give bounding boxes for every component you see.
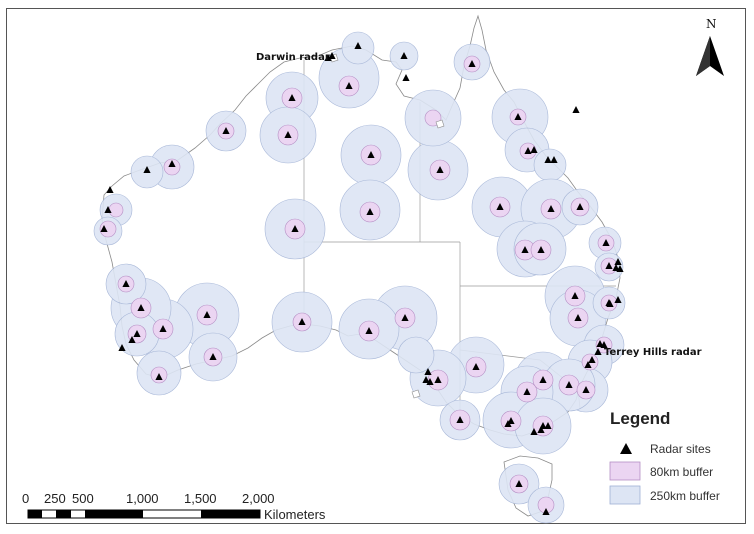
radar-site-marker [209,353,217,360]
radar-site-marker [571,292,579,299]
radar-site-marker [137,304,145,311]
radar-site-marker [159,325,167,332]
radar-site-marker [584,361,592,368]
radar-site-marker [422,376,430,383]
radar-sites-layer [100,42,624,515]
radar-site-marker [155,373,163,380]
radar-site-marker [565,381,573,388]
radar-site-marker [426,378,434,385]
islands [329,53,445,399]
legend-item-radar-sites: Radar sites [650,442,711,456]
radar-site-marker [544,422,552,429]
radar-site-marker [345,82,353,89]
radar-site-marker [537,426,545,433]
radar-site-marker [222,127,230,134]
map-frame [6,8,746,524]
radar-site-marker [367,151,375,158]
radar-site-marker [456,416,464,423]
radar-site-marker [324,54,332,61]
terrey-hills-radar-label: Terrey Hills radar [604,347,702,358]
legend: Legend Radar sites 80km buffer 250km buf… [609,409,720,505]
radar-site-marker [504,420,512,427]
legend-title: Legend [610,409,670,428]
radar-site-marker [539,376,547,383]
radar-site-marker [544,156,552,163]
radar-site-marker [530,146,538,153]
radar-site-marker [436,166,444,173]
radar-site-marker [328,52,336,59]
scale-unit-label: Kilometers [264,507,326,522]
radar-site-marker [594,348,602,355]
radar-site-marker [288,94,296,101]
radar-site-marker [530,428,538,435]
radar-site-marker [401,314,409,321]
radar-site-marker [366,208,374,215]
radar-site-marker [118,344,126,351]
radar-site-marker [514,113,522,120]
scale-tick-2000: 2,000 [242,491,275,506]
radar-site-marker [298,318,306,325]
radar-site-marker [354,42,362,49]
darwin-radar-label: Darwin radar [256,52,330,63]
legend-item-250km-buffer: 250km buffer [650,489,720,503]
radar-site-marker [521,246,529,253]
scale-tick-250: 250 [44,491,66,506]
scale-tick-500: 500 [72,491,94,506]
buffer-250km-swatch [609,485,641,505]
north-arrow-letter: N [706,17,717,31]
radar-site-marker [203,311,211,318]
legend-item-80km-buffer: 80km buffer [650,465,713,479]
radar-site-marker [523,388,531,395]
radar-site-marker [537,246,545,253]
radar-site-marker [602,239,610,246]
radar-site-marker [365,327,373,334]
radar-site-marker [572,106,580,113]
radar-site-marker [588,356,596,363]
radar-site-marker [574,314,582,321]
radar-site-marker [468,60,476,67]
radar-site-marker [122,280,130,287]
radar-site-marker [143,166,151,173]
radar-site-marker [284,131,292,138]
radar-site-legend-icon [620,443,632,454]
radar-site-marker [515,480,523,487]
radar-site-marker [614,296,622,303]
radar-site-marker [168,160,176,167]
radar-site-marker [100,225,108,232]
radar-site-marker [542,508,550,515]
radar-site-marker [106,186,114,193]
north-arrow: N [696,17,724,76]
radar-site-marker [402,74,410,81]
radar-site-marker [507,417,515,424]
radar-site-marker [606,300,614,307]
scale-tick-1000: 1,000 [126,491,159,506]
radar-site-marker [605,262,613,269]
radar-site-marker [133,330,141,337]
radar-site-marker [496,203,504,210]
radar-site-marker [612,264,620,271]
radar-site-marker [616,265,624,272]
scale-bar: 0 250 500 1,000 1,500 2,000 Kilometers [22,491,326,522]
radar-site-marker [596,340,604,347]
radar-site-marker [576,203,584,210]
radar-site-marker [104,206,112,213]
radar-site-marker [472,363,480,370]
radar-site-marker [547,205,555,212]
scale-tick-0: 0 [22,491,29,506]
radar-site-marker [434,376,442,383]
radar-site-marker [291,225,299,232]
radar-site-marker [128,336,136,343]
radar-site-marker [524,147,532,154]
radar-site-marker [550,156,558,163]
radar-site-marker [582,386,590,393]
radar-site-marker [400,52,408,59]
radar-site-marker [424,368,432,375]
radar-site-marker [614,258,622,265]
buffer-80km-swatch [609,461,641,481]
scale-tick-1500: 1,500 [184,491,217,506]
